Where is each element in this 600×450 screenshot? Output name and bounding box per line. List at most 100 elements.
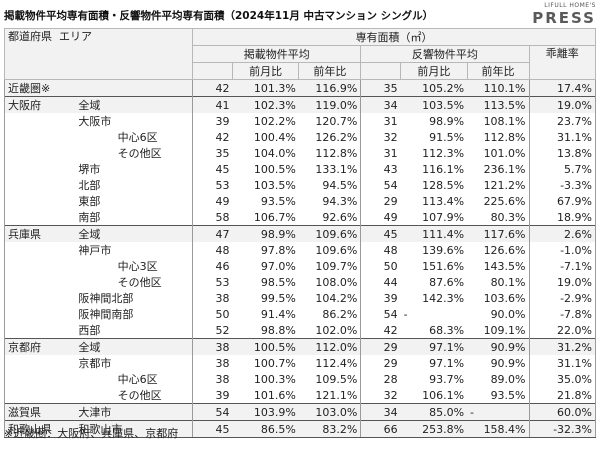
- cell-area: 全域: [75, 338, 100, 355]
- cell-area: 全域: [75, 225, 100, 242]
- header-response-value: [360, 62, 402, 80]
- table-row: 堺市 45 100.5% 133.1% 43 116.1% 236.1% 5.7%: [4, 161, 597, 177]
- cell-area: [75, 129, 99, 145]
- cell-subarea: [99, 161, 194, 177]
- cell-listing-area: 53: [215, 178, 230, 192]
- cell-response-mom: 87.6%: [429, 275, 465, 289]
- cell-response-mom: 68.3%: [429, 323, 465, 337]
- cell-prefecture: [4, 322, 76, 339]
- cell-listing-yoy: 109.6%: [298, 242, 362, 258]
- table-row: 滋賀県 大津市 54 103.9% 103.0% 34 85.0% -60.0%: [4, 403, 597, 421]
- cell-listing-mom: 100.7%: [253, 356, 296, 370]
- cell-response-mom: 106.1%: [422, 388, 465, 402]
- cell-listing-yoy: 109.7%: [298, 258, 362, 274]
- cell-listing-mom: 97.8%: [260, 243, 296, 257]
- cell-response-area: 49: [383, 210, 398, 224]
- cell-listing-mom: 103.5%: [253, 178, 296, 192]
- cell-subarea: 中心6区: [99, 129, 194, 145]
- table-row: その他区 39 101.6% 121.1% 32 106.1% 93.5% 21.8%: [4, 387, 597, 404]
- cell-gap-rate: 5.7%: [529, 161, 597, 177]
- cell-listing-mom: 100.3%: [253, 372, 296, 386]
- cell-listing-mom: 91.4%: [260, 307, 296, 321]
- cell-listing-mom: 103.9%: [232, 403, 299, 421]
- table-row: 西部 52 98.8% 102.0% 42 68.3% 109.1% 22.0%: [4, 322, 597, 339]
- cell-response-mom: -: [403, 307, 408, 321]
- cell-gap-rate: 2.6%: [529, 225, 597, 242]
- cell-listing-area: 54: [192, 403, 233, 421]
- cell-gap-rate: 19.0%: [529, 96, 597, 113]
- cell-response-yoy: 112.8%: [467, 129, 530, 145]
- cell-area: 全域: [75, 96, 100, 113]
- cell-response-mom: 128.5%: [422, 178, 465, 192]
- cell-response-mom: 111.4%: [400, 225, 468, 242]
- cell-response-area: 43: [383, 162, 398, 176]
- cell-subarea: [99, 338, 194, 355]
- cell-listing-mom: 86.5%: [232, 420, 299, 438]
- cell-subarea: その他区: [99, 274, 194, 290]
- cell-response-mom: 97.1%: [429, 356, 465, 370]
- cell-listing-area: 53: [215, 275, 230, 289]
- cell-gap-rate: -2.9%: [529, 290, 597, 306]
- cell-response-area: 50: [383, 259, 398, 273]
- cell-listing-yoy: 103.0%: [298, 403, 362, 421]
- cell-listing-mom: 98.9%: [232, 225, 299, 242]
- cell-listing-yoy: 86.2%: [298, 306, 362, 322]
- cell-prefecture: [4, 145, 76, 161]
- cell-response-yoy: 90.0%: [467, 306, 530, 322]
- cell-response-mom: 112.3%: [422, 146, 465, 160]
- cell-response-yoy: 113.5%: [467, 96, 530, 113]
- cell-prefecture: [4, 274, 76, 290]
- cell-response-mom: 139.6%: [422, 243, 465, 257]
- cell-listing-area: 35: [215, 146, 230, 160]
- cell-area: 南部: [78, 210, 101, 224]
- cell-area: 北部: [78, 178, 101, 192]
- cell-listing-area: 39: [215, 388, 230, 402]
- cell-response-yoy: 93.5%: [467, 387, 530, 404]
- header-response: 反響物件平均: [360, 45, 530, 63]
- cell-response-mom: 113.4%: [422, 194, 465, 208]
- cell-listing-area: 39: [215, 114, 230, 128]
- cell-response-yoy: 158.4%: [467, 420, 530, 438]
- cell-listing-yoy: 109.5%: [298, 371, 362, 387]
- cell-listing-yoy: 120.7%: [298, 113, 362, 129]
- cell-response-yoy: 90.9%: [467, 355, 530, 371]
- cell-response-yoy: 90.9%: [467, 338, 530, 355]
- cell-listing-mom: 99.5%: [260, 291, 296, 305]
- header-row-1: 都道府県 エリア 専有面積（㎡）: [3, 28, 596, 80]
- cell-subarea: [99, 113, 194, 129]
- cell-subarea: [99, 290, 194, 306]
- cell-listing-yoy: 112.0%: [298, 338, 362, 355]
- cell-listing-area: 50: [215, 307, 230, 321]
- cell-listing-yoy: 108.0%: [298, 274, 362, 290]
- cell-gap-rate: 13.8%: [529, 145, 597, 161]
- cell-prefecture: 兵庫県: [4, 225, 76, 242]
- cell-response-yoy: 80.3%: [467, 209, 530, 226]
- cell-response-mom: 253.8%: [400, 420, 468, 438]
- cell-listing-mom: 100.4%: [253, 130, 296, 144]
- cell-subarea: [99, 177, 194, 193]
- cell-gap-rate: 22.0%: [529, 322, 597, 339]
- cell-response-area: 45: [360, 225, 401, 242]
- cell-listing-yoy: 102.0%: [298, 322, 362, 339]
- table-row: 南部 58 106.7% 92.6% 49 107.9% 80.3% 18.9%: [4, 209, 597, 226]
- cell-gap-rate: 35.0%: [529, 371, 597, 387]
- cell-listing-area: 45: [192, 420, 233, 438]
- cell-response-mom: 105.2%: [400, 79, 468, 97]
- cell-subarea: [99, 355, 194, 371]
- cell-response-area: 35: [360, 79, 401, 97]
- cell-gap-rate: 31.2%: [529, 338, 597, 355]
- cell-listing-area: 38: [215, 372, 230, 386]
- cell-listing-mom: 102.2%: [253, 114, 296, 128]
- cell-prefecture: [4, 290, 76, 306]
- cell-area: [75, 79, 100, 97]
- cell-gap-rate: 18.9%: [529, 209, 597, 226]
- cell-response-yoy: 117.6%: [467, 225, 530, 242]
- header-listing-yoy: 前年比: [298, 62, 362, 80]
- header-main: 専有面積（㎡）: [192, 28, 596, 46]
- cell-listing-mom: 106.7%: [253, 210, 296, 224]
- logo-small-text: LIFULL HOME'S: [544, 2, 596, 9]
- table-row: 中心6区 38 100.3% 109.5% 28 93.7% 89.0% 35.0%: [4, 371, 597, 387]
- cell-listing-yoy: 119.0%: [298, 96, 362, 113]
- table-row: 近畿圏※ 42 101.3% 116.9% 35 105.2% 110.1% 17.4%: [4, 79, 597, 97]
- cell-response-mom: 91.5%: [429, 130, 465, 144]
